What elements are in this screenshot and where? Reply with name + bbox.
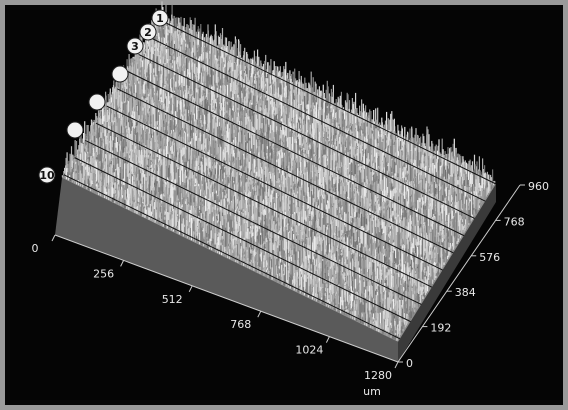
surface-figure: 025651276810241280um0192384576768960 123… bbox=[0, 0, 568, 410]
page: {"markers": {"first": "1", "second": "2"… bbox=[0, 0, 568, 410]
